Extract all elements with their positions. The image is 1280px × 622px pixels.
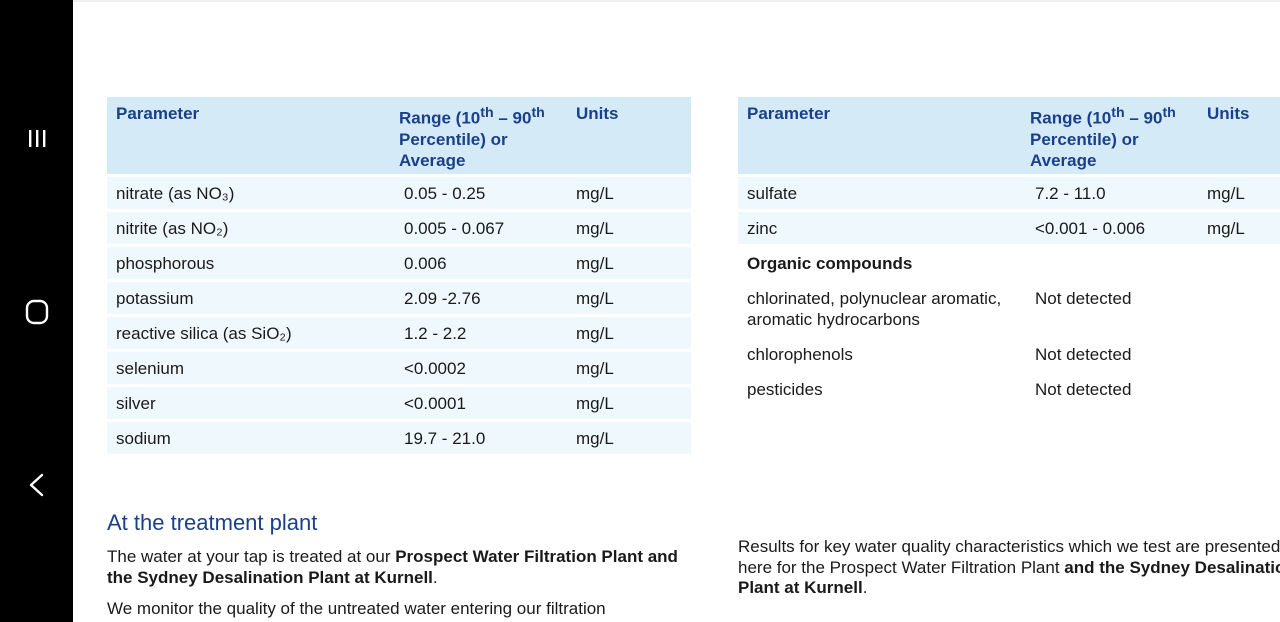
para-text-end: . bbox=[862, 578, 868, 597]
table-header-row: Parameter Range (10th – 90th Percentile) … bbox=[107, 97, 691, 177]
recent-apps-button[interactable] bbox=[0, 118, 73, 158]
cell-range: Not detected bbox=[1021, 372, 1198, 408]
header-units: Units bbox=[1198, 97, 1280, 177]
table-header-row: Parameter Range (10th – 90th Percentile) … bbox=[738, 97, 1280, 177]
header-range: Range (10th – 90th Percentile) or Average bbox=[390, 97, 567, 177]
section-heading: At the treatment plant bbox=[107, 510, 318, 535]
cell-units bbox=[1198, 337, 1280, 373]
back-icon bbox=[29, 473, 43, 497]
table-row: pesticides Not detected bbox=[738, 372, 1280, 408]
cell-units bbox=[1198, 372, 1280, 408]
navigation-bar bbox=[0, 0, 73, 622]
cell-units: mg/L bbox=[1198, 211, 1280, 247]
cell-units: mg/L bbox=[567, 176, 691, 212]
cell-parameter: Organic compounds bbox=[738, 246, 1021, 282]
header-parameter: Parameter bbox=[107, 97, 390, 177]
para-bold-text: and the Sydney Desalination Plant at Kur… bbox=[738, 557, 1280, 598]
cell-range: 0.005 - 0.067 bbox=[390, 211, 567, 247]
back-button[interactable] bbox=[0, 465, 73, 505]
cell-range bbox=[1021, 246, 1198, 282]
home-button[interactable] bbox=[0, 292, 73, 332]
cell-units: mg/L bbox=[567, 281, 691, 317]
cell-units: mg/L bbox=[567, 351, 691, 387]
cell-range: Not detected bbox=[1021, 281, 1198, 338]
cell-units: mg/L bbox=[567, 246, 691, 282]
table-row: nitrite (as NO₂) 0.005 - 0.067 mg/L bbox=[107, 211, 691, 247]
cell-parameter: reactive silica (as SiO₂) bbox=[107, 316, 390, 352]
cell-parameter: potassium bbox=[107, 281, 390, 317]
table-row: chlorinated, polynuclear aromatic, aroma… bbox=[738, 281, 1280, 338]
water-quality-table-2: Parameter Range (10th – 90th Percentile) … bbox=[738, 97, 1280, 408]
document-page: Parameter Range (10th – 90th Percentile) … bbox=[73, 0, 1280, 622]
table-row: silver <0.0001 mg/L bbox=[107, 386, 691, 422]
cell-range: 2.09 -2.76 bbox=[390, 281, 567, 317]
header-parameter: Parameter bbox=[738, 97, 1021, 177]
cell-parameter: zinc bbox=[738, 211, 1021, 247]
cell-range: 19.7 - 21.0 bbox=[390, 421, 567, 457]
cell-units: mg/L bbox=[567, 386, 691, 422]
table-row: chlorophenols Not detected bbox=[738, 337, 1280, 373]
cell-units: mg/L bbox=[1198, 176, 1280, 212]
para-text: The water at your tap is treated at our bbox=[107, 547, 396, 566]
recent-apps-icon bbox=[28, 130, 45, 147]
cell-parameter: sodium bbox=[107, 421, 390, 457]
water-quality-table-1: Parameter Range (10th – 90th Percentile) … bbox=[107, 97, 691, 457]
cell-parameter: chlorinated, polynuclear aromatic, aroma… bbox=[738, 281, 1021, 338]
header-units: Units bbox=[567, 97, 691, 177]
table-row: Organic compounds bbox=[738, 246, 1280, 282]
table-row: phosphorous 0.006 mg/L bbox=[107, 246, 691, 282]
cell-units bbox=[1198, 246, 1280, 282]
cell-units: mg/L bbox=[567, 421, 691, 457]
monitor-paragraph: We monitor the quality of the untreated … bbox=[107, 599, 606, 618]
results-paragraph: Results for key water quality characteri… bbox=[738, 537, 1280, 599]
table-row: selenium <0.0002 mg/L bbox=[107, 351, 691, 387]
cell-range: <0.0002 bbox=[390, 351, 567, 387]
header-range: Range (10th – 90th Percentile) or Average bbox=[1021, 97, 1198, 177]
table-row: sulfate 7.2 - 11.0 mg/L bbox=[738, 176, 1280, 212]
treatment-paragraph: The water at your tap is treated at our … bbox=[107, 546, 707, 588]
cell-parameter: phosphorous bbox=[107, 246, 390, 282]
cell-range: 0.05 - 0.25 bbox=[390, 176, 567, 212]
cell-parameter: selenium bbox=[107, 351, 390, 387]
table-row: potassium 2.09 -2.76 mg/L bbox=[107, 281, 691, 317]
cell-range: <0.0001 bbox=[390, 386, 567, 422]
table-row: zinc <0.001 - 0.006 mg/L bbox=[738, 211, 1280, 247]
cell-parameter: silver bbox=[107, 386, 390, 422]
top-divider bbox=[73, 0, 1280, 2]
cell-parameter: sulfate bbox=[738, 176, 1021, 212]
table-row: reactive silica (as SiO₂) 1.2 - 2.2 mg/L bbox=[107, 316, 691, 352]
cell-units: mg/L bbox=[567, 316, 691, 352]
table-row: sodium 19.7 - 21.0 mg/L bbox=[107, 421, 691, 457]
cell-range: <0.001 - 0.006 bbox=[1021, 211, 1198, 247]
cell-range: 7.2 - 11.0 bbox=[1021, 176, 1198, 212]
cell-range: 0.006 bbox=[390, 246, 567, 282]
cell-units: mg/L bbox=[567, 211, 691, 247]
home-icon bbox=[25, 299, 48, 325]
para-text: Results for key water quality characteri… bbox=[738, 537, 1280, 577]
cell-parameter: nitrate (as NO₃) bbox=[107, 176, 390, 212]
para-bold-text: Prospect Water Filtration Plant and the … bbox=[107, 547, 678, 587]
para-text-end: . bbox=[432, 568, 438, 587]
cell-parameter: pesticides bbox=[738, 372, 1021, 408]
cell-parameter: nitrite (as NO₂) bbox=[107, 211, 390, 247]
cell-range: Not detected bbox=[1021, 337, 1198, 373]
cell-range: 1.2 - 2.2 bbox=[390, 316, 567, 352]
table-row: nitrate (as NO₃) 0.05 - 0.25 mg/L bbox=[107, 176, 691, 212]
cell-units bbox=[1198, 281, 1280, 338]
cell-parameter: chlorophenols bbox=[738, 337, 1021, 373]
